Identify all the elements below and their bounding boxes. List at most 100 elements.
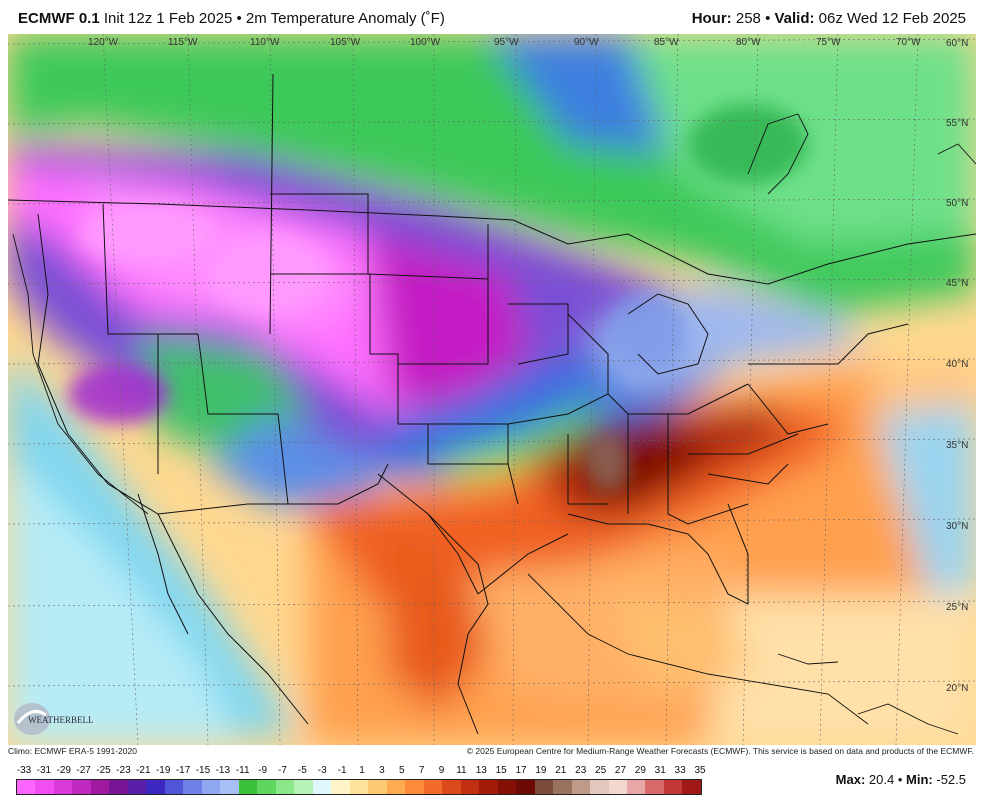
scale-label: 21 xyxy=(555,765,567,776)
scale-label: 17 xyxy=(515,765,527,776)
lat-label: 55°N xyxy=(946,118,968,129)
scale-swatch xyxy=(497,780,517,794)
scale-swatch xyxy=(109,780,128,794)
lat-label: 45°N xyxy=(946,278,968,289)
scale-swatch xyxy=(626,780,646,794)
scale-label: -17 xyxy=(175,765,191,776)
valid-label: Valid: xyxy=(774,10,815,27)
lat-label: 50°N xyxy=(946,198,968,209)
scale-swatch xyxy=(663,780,683,794)
latitude-labels: 60°N 55°N 50°N 45°N 40°N 35°N 30°N 25°N … xyxy=(946,38,968,694)
map-canvas: 120°W 115°W 110°W 105°W 100°W 95°W 90°W … xyxy=(8,34,976,745)
scale-swatch xyxy=(238,780,258,794)
svg-text:WEATHERBELL: WEATHERBELL xyxy=(28,715,94,725)
scale-label: -33 xyxy=(16,765,32,776)
coastlines xyxy=(12,113,976,735)
scale-label: 23 xyxy=(575,765,587,776)
scale-swatch xyxy=(534,780,554,794)
lat-label: 30°N xyxy=(946,521,968,532)
hour-value: 258 xyxy=(735,10,761,27)
scale-swatch xyxy=(35,780,54,794)
lon-label: 100°W xyxy=(410,37,441,48)
scale-label: -15 xyxy=(195,765,211,776)
lon-label: 95°W xyxy=(494,37,519,48)
lat-label: 20°N xyxy=(946,683,968,694)
lat-label: 60°N xyxy=(946,38,968,49)
scale-label: -31 xyxy=(36,765,52,776)
scale-label: -29 xyxy=(56,765,71,776)
scale-swatch xyxy=(294,780,313,794)
scale-swatch xyxy=(257,780,276,794)
lon-label: 105°W xyxy=(330,37,361,48)
scale-label: 7 xyxy=(418,765,425,776)
scale-swatch xyxy=(72,780,91,794)
lon-label: 90°W xyxy=(574,37,599,48)
copyright-credit: © 2025 European Centre for Medium-Range … xyxy=(466,746,974,756)
scale-label: -27 xyxy=(76,765,91,776)
scale-swatch xyxy=(608,780,627,794)
scale-label: 1 xyxy=(359,765,365,776)
scale-label: 33 xyxy=(674,765,686,776)
scale-label: -23 xyxy=(116,765,131,776)
map-title: ECMWF 0.1 Init 12z 1 Feb 2025 • 2m Tempe… xyxy=(18,10,445,27)
scale-swatch xyxy=(553,780,572,794)
min-label: Min: xyxy=(906,772,933,787)
scale-swatch xyxy=(386,780,406,794)
lon-label: 70°W xyxy=(896,37,921,48)
color-scale-bar xyxy=(16,779,702,795)
scale-swatch xyxy=(201,780,221,794)
scale-swatch xyxy=(442,780,461,794)
bullet-separator: • xyxy=(765,10,775,27)
scale-swatch xyxy=(423,780,443,794)
scale-swatch xyxy=(90,780,110,794)
header: ECMWF 0.1 Init 12z 1 Feb 2025 • 2m Tempe… xyxy=(0,0,984,34)
valid-value: 06z Wed 12 Feb 2025 xyxy=(818,10,966,27)
scale-label: 5 xyxy=(398,765,405,776)
scale-label: -11 xyxy=(235,765,250,776)
weatherbell-logo: WEATHERBELL xyxy=(14,703,94,735)
lon-label: 85°W xyxy=(654,37,679,48)
scale-swatch xyxy=(164,780,184,794)
scale-label: -3 xyxy=(317,765,327,776)
lat-label: 40°N xyxy=(946,359,968,370)
scale-label: -19 xyxy=(155,765,171,776)
hour-label: Hour: xyxy=(691,10,732,27)
scale-label: -13 xyxy=(215,765,231,776)
scale-swatch xyxy=(17,780,36,794)
scale-label: -5 xyxy=(297,765,307,776)
color-scale-labels: -33 -31 -29 -27 -25 -23 -21 -19 -17 -15 -13 -11 -9 -7… xyxy=(16,765,706,777)
max-label: Max: xyxy=(835,772,866,787)
max-value: 20.4 xyxy=(868,772,895,787)
scale-swatch xyxy=(220,780,239,794)
scale-label: 11 xyxy=(456,765,467,776)
lon-label: 75°W xyxy=(816,37,841,48)
lon-label: 120°W xyxy=(88,37,119,48)
scale-swatch xyxy=(516,780,535,794)
scale-swatch xyxy=(127,780,147,794)
scale-swatch xyxy=(146,780,165,794)
scale-label: 27 xyxy=(614,765,627,776)
lon-label: 80°W xyxy=(736,37,761,48)
min-value: -52.5 xyxy=(936,772,966,787)
scale-label: -21 xyxy=(136,765,151,776)
scale-swatch xyxy=(53,780,73,794)
scale-swatch xyxy=(312,780,332,794)
graticule xyxy=(8,34,976,745)
scale-swatch xyxy=(571,780,591,794)
run-info: Init 12z 1 Feb 2025 • 2m Temperature Ano… xyxy=(103,10,445,27)
scale-swatch xyxy=(331,780,350,794)
scale-swatch xyxy=(460,780,480,794)
scale-label: 19 xyxy=(535,765,547,776)
scale-swatch xyxy=(645,780,664,794)
lat-label: 35°N xyxy=(946,440,968,451)
longitude-labels: 120°W 115°W 110°W 105°W 100°W 95°W 90°W … xyxy=(88,37,921,48)
lat-label: 25°N xyxy=(946,602,968,613)
scale-label: 25 xyxy=(595,765,607,776)
scale-label: 29 xyxy=(634,765,646,776)
scale-swatch xyxy=(682,780,701,794)
lon-label: 110°W xyxy=(250,37,280,48)
scale-label: -25 xyxy=(96,765,111,776)
scale-swatch xyxy=(590,780,609,794)
scale-label: 31 xyxy=(654,765,666,776)
scale-swatch xyxy=(405,780,424,794)
